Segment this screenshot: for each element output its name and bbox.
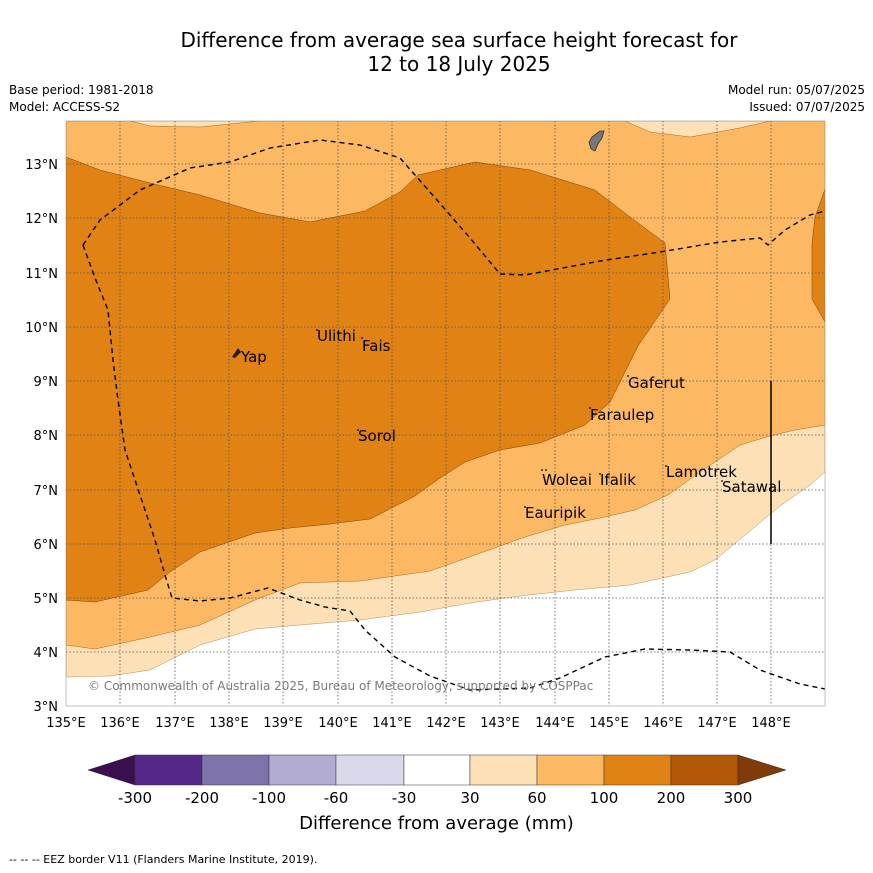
colorbar-cell — [469, 754, 538, 786]
island-labels: Yap Ulithi Fais Gaferut Faraulep Sorol W… — [240, 327, 781, 522]
colorbar-tick: -30 — [392, 789, 417, 807]
title-line-2: 12 to 18 July 2025 — [367, 52, 551, 76]
lat-tick: 11°N — [25, 267, 58, 282]
map-border — [65, 120, 826, 707]
island-label-ulithi: Ulithi — [317, 327, 356, 345]
lat-tick: 12°N — [25, 212, 58, 227]
colorbar-ticks: -300 -200 -100 -60 -30 30 60 100 200 300 — [118, 789, 752, 807]
colorbar-tick: 60 — [527, 789, 546, 807]
lat-tick: 4°N — [34, 646, 59, 661]
island-label-fais: Fais — [362, 337, 391, 355]
lat-axis: 3°N 4°N 5°N 6°N 7°N 8°N 9°N 10°N 11°N 12… — [25, 158, 58, 715]
band-100-200-east — [811, 188, 825, 323]
colorbar-cell — [536, 754, 605, 786]
colorbar-tick: 100 — [590, 789, 619, 807]
colorbar-cell — [670, 754, 739, 786]
colorbar-tick: -60 — [324, 789, 349, 807]
lon-tick: 141°E — [372, 716, 412, 731]
issued-date: Issued: 07/07/2025 — [749, 100, 865, 114]
lat-tick: 3°N — [34, 700, 59, 715]
lon-axis: 135°E 136°E 137°E 138°E 139°E 140°E 141°… — [46, 716, 791, 731]
lon-tick: 146°E — [643, 716, 683, 731]
lon-tick: 139°E — [263, 716, 303, 731]
guam-landmass — [588, 130, 605, 152]
lon-tick: 145°E — [589, 716, 629, 731]
lat-tick: 7°N — [34, 484, 59, 499]
meta-right: Model run: 05/07/2025 Issued: 07/07/2025 — [728, 82, 865, 116]
colorbar-title: Difference from average (mm) — [299, 813, 574, 834]
lat-tick: 5°N — [34, 592, 59, 607]
copyright-text: © Commonwealth of Australia 2025, Bureau… — [88, 679, 593, 693]
map-title: Difference from average sea surface heig… — [0, 28, 873, 76]
meta-left: Base period: 1981-2018 Model: ACCESS-S2 — [9, 82, 154, 116]
lon-tick: 135°E — [46, 716, 86, 731]
lon-tick: 148°E — [751, 716, 791, 731]
colorbar-tick: 300 — [724, 789, 753, 807]
model-run: Model run: 05/07/2025 — [727, 83, 865, 97]
colorbar-cell — [201, 754, 270, 786]
colorbar-cell — [268, 754, 337, 786]
yap-landmass — [232, 348, 241, 358]
colorbar-cell — [603, 754, 672, 786]
island-label-lamotrek: Lamotrek — [666, 463, 737, 481]
graticule — [66, 121, 825, 706]
lat-tick: 13°N — [25, 158, 58, 173]
colorbar-tick: -100 — [252, 789, 286, 807]
eez-border-north — [82, 139, 825, 276]
colorbar-tick: -200 — [185, 789, 219, 807]
lat-tick: 6°N — [34, 538, 59, 553]
colorbar — [87, 754, 787, 786]
lon-tick: 144°E — [535, 716, 575, 731]
lon-tick: 143°E — [480, 716, 520, 731]
band-100-200 — [66, 156, 671, 603]
lon-tick: 140°E — [318, 716, 358, 731]
lon-tick: 142°E — [426, 716, 466, 731]
lat-tick: 10°N — [25, 321, 58, 336]
eez-border — [82, 244, 825, 691]
island-label-gaferut: Gaferut — [628, 374, 685, 392]
colorbar-arrow-low — [87, 754, 136, 786]
island-label-eauripik: Eauripik — [525, 504, 586, 522]
lon-tick: 137°E — [155, 716, 195, 731]
island-markers — [316, 329, 723, 508]
lon-tick: 136°E — [100, 716, 140, 731]
lat-tick: 9°N — [34, 375, 59, 390]
colorbar-tick: 30 — [460, 789, 479, 807]
title-line-1: Difference from average sea surface heig… — [180, 28, 738, 52]
colorbar-arrow-high — [737, 754, 787, 786]
model-name: Model: ACCESS-S2 — [9, 100, 121, 114]
island-label-yap: Yap — [240, 348, 267, 366]
base-period: Base period: 1981-2018 — [9, 83, 154, 97]
island-label-satawal: Satawal — [722, 478, 781, 496]
colorbar-cell — [134, 754, 203, 786]
island-label-woleai: Woleai — [542, 471, 592, 489]
island-label-faraulep: Faraulep — [590, 406, 654, 424]
lon-tick: 138°E — [209, 716, 249, 731]
lon-tick: 147°E — [697, 716, 737, 731]
eez-footnote: -- -- -- EEZ border V11 (Flanders Marine… — [9, 853, 318, 866]
island-label-sorol: Sorol — [358, 427, 396, 445]
map-frame: Yap Ulithi Fais Gaferut Faraulep Sorol W… — [66, 121, 825, 706]
colorbar-cell — [403, 754, 471, 786]
colorbar-tick: -300 — [118, 789, 152, 807]
island-label-ifalik: Ifalik — [600, 471, 636, 489]
colorbar-tick: 200 — [657, 789, 686, 807]
colorbar-cell — [335, 754, 405, 786]
lat-tick: 8°N — [34, 429, 59, 444]
